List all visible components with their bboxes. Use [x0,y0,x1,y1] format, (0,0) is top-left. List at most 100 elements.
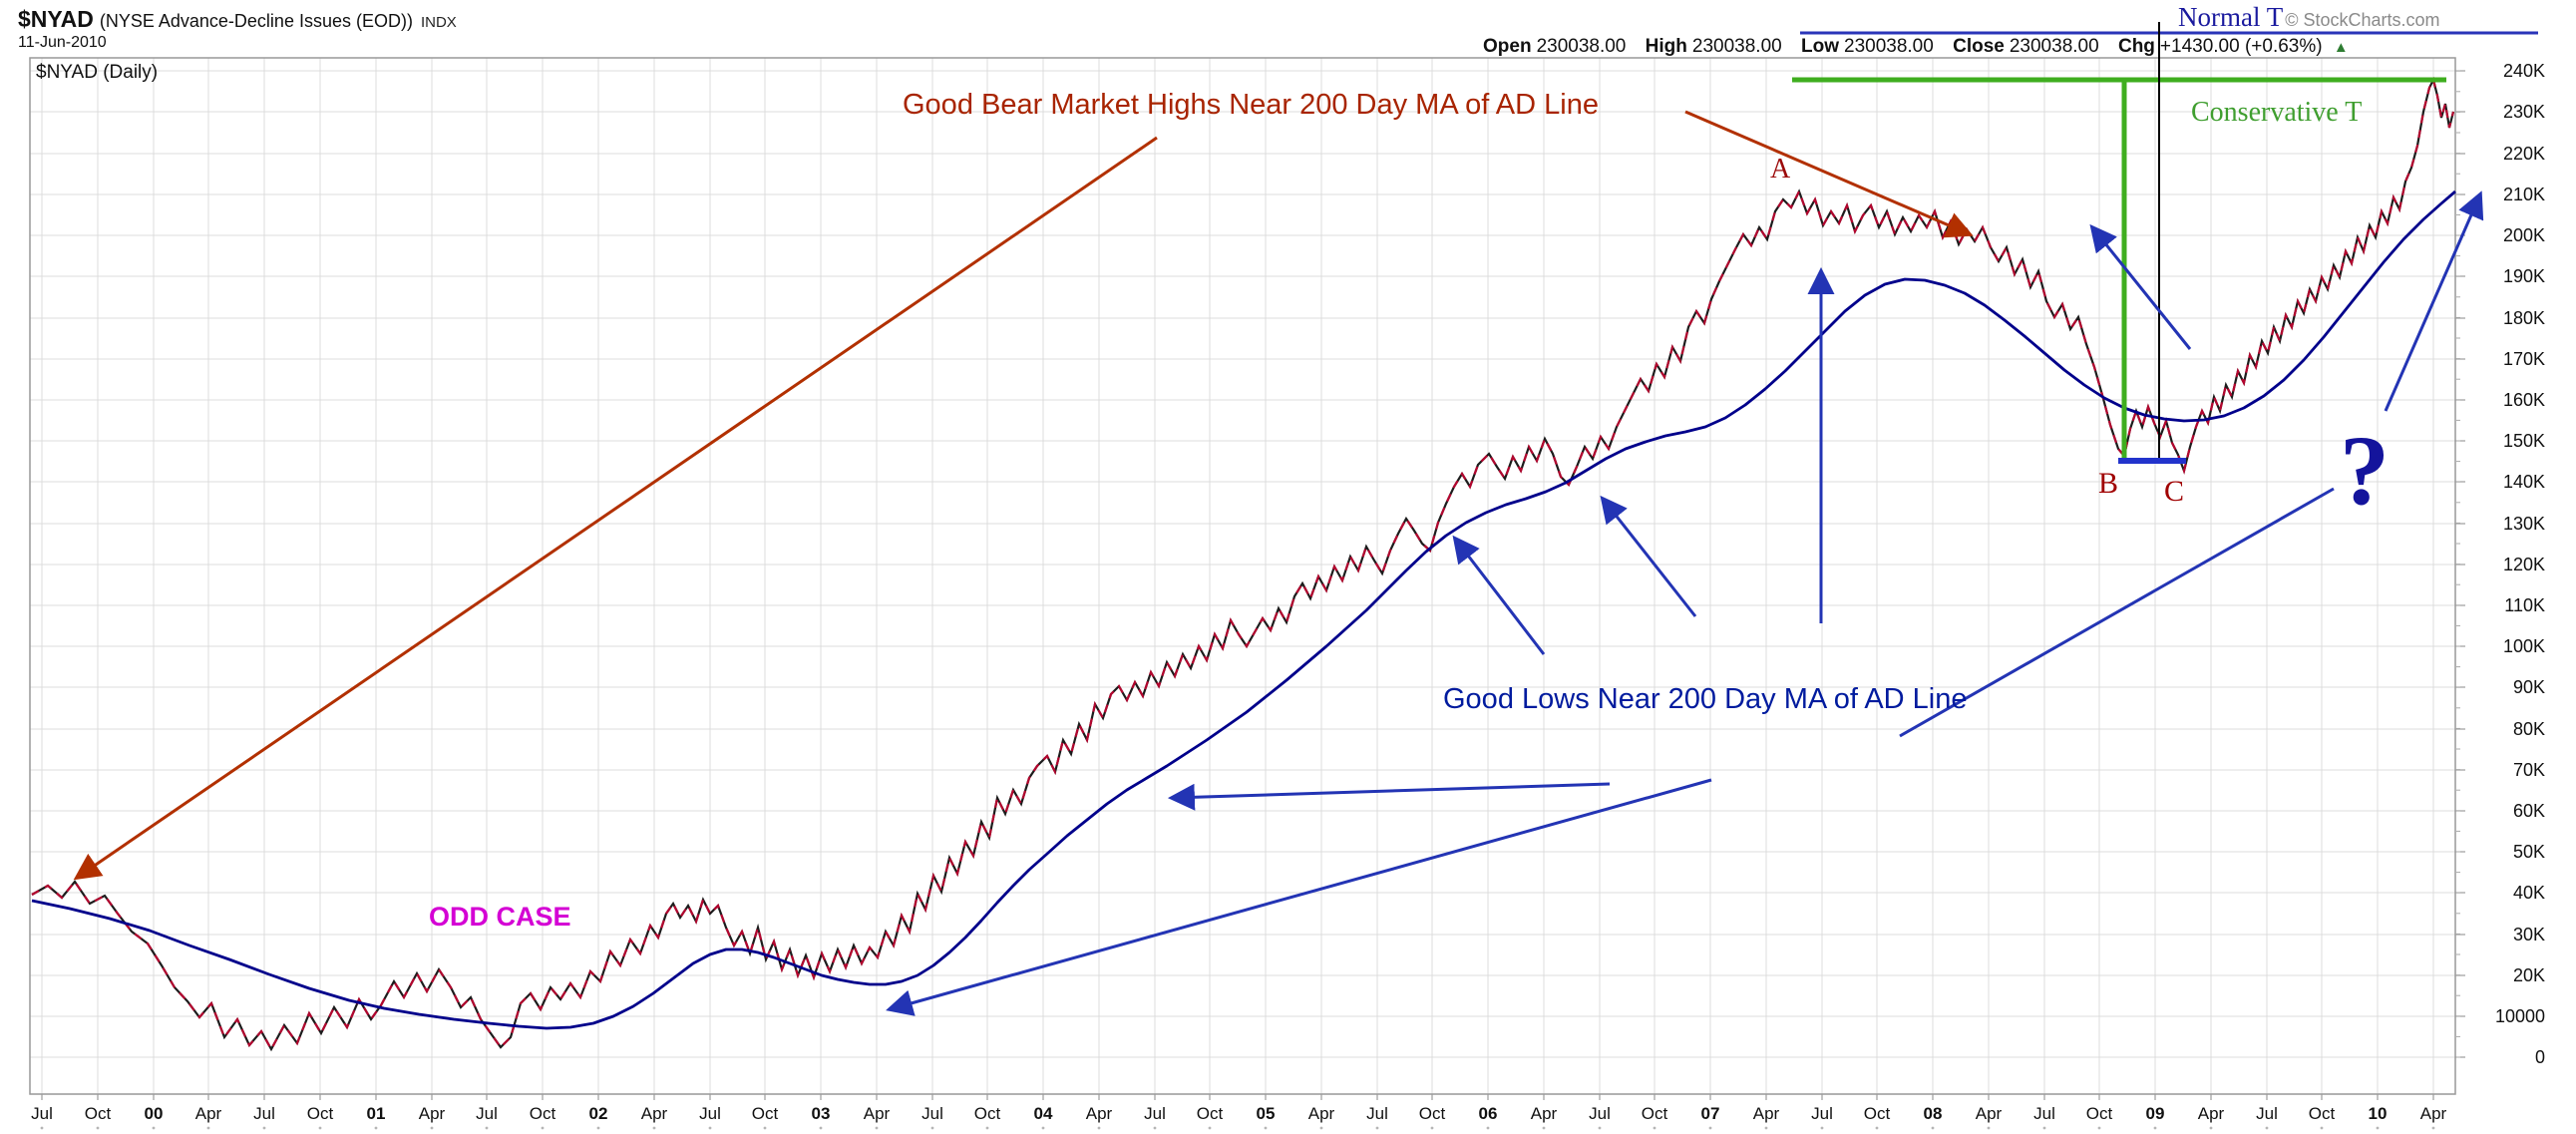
x-axis-label: Apr [641,1104,668,1123]
grid-layer: Jul Oct 00 Apr Jul Oct 01 Apr Jul Oct 02 Apr Jul Oct 0… [29,57,2545,1130]
x-axis-label: Apr [1753,1104,1780,1123]
close-label: Close [1953,36,2005,57]
y-axis-label: 40K [2513,883,2545,903]
x-axis-label: Oct [1642,1104,1668,1123]
close-value: 230038.00 [2009,36,2099,57]
x-axis-label: Jul [699,1104,721,1123]
chart-legend: $NYAD (Daily) [36,62,159,83]
chart-date: 11-Jun-2010 [18,34,107,51]
x-axis-label: Jul [1811,1104,1833,1123]
x-axis-minor-dot [2097,1126,2101,1130]
x-axis-label: Apr [1308,1104,1335,1123]
x-axis-minor-dot [1653,1126,1656,1130]
x-axis-label: 05 [1257,1104,1276,1123]
x-axis-minor-dot [485,1126,489,1130]
x-axis-label: Oct [1419,1104,1446,1123]
x-axis-label: Jul [1144,1104,1166,1123]
ohlc-quote-row: Open 230038.00 High 230038.00 Low 230038.00… [1483,36,2349,58]
x-axis-minor-dot [40,1126,44,1130]
x-axis-label: Jul [476,1104,498,1123]
x-axis-minor-dot [2209,1126,2213,1130]
plot-border [29,57,2456,1095]
high-label: High [1645,36,1687,57]
x-axis-minor-dot [96,1126,100,1130]
y-axis-label: 240K [2503,61,2545,81]
y-axis-label: 60K [2513,801,2545,821]
x-axis-minor-dot [985,1126,989,1130]
x-axis-minor-dot [206,1126,210,1130]
change-value: +1430.00 (+0.63%) [2159,36,2323,57]
question-to-210k-arrow [2384,190,2484,412]
x-axis-label: 10 [2369,1104,2388,1123]
x-axis-minor-dot [2376,1126,2380,1130]
x-axis-label: Oct [752,1104,779,1123]
x-axis-minor-dot [262,1126,266,1130]
high-value: 230038.00 [1691,36,1782,57]
bear-highs-label: Good Bear Market Highs Near 200 Day MA o… [903,89,1599,121]
y-axis-label: 70K [2513,760,2545,780]
y-axis-label: 160K [2503,390,2545,410]
x-axis-label: 08 [1924,1104,1943,1123]
annotation-arrows-layer [73,110,2484,1016]
bear-high-arrow-2008 [1684,110,1974,238]
header-title-block: $NYAD (NYSE Advance-Decline Issues (EOD))… [18,6,457,33]
question-pointer-line [1899,487,2335,738]
x-axis-minor-dot [1430,1126,1434,1130]
good-low-arrow-2006a [1452,535,1546,655]
x-axis-label: 04 [1034,1104,1053,1123]
good-low-arrow-2003 [886,778,1712,1016]
question-mark: ? [2340,415,2390,526]
x-axis-label: Apr [195,1104,222,1123]
y-axis-label: 90K [2513,677,2545,697]
y-axis-label: 0 [2535,1047,2545,1067]
x-axis-minor-dot [1987,1126,1991,1130]
x-axis-minor-dot [1931,1126,1935,1130]
y-axis-label: 210K [2503,185,2545,204]
x-axis-label: Oct [2309,1104,2336,1123]
x-axis-minor-dot [1153,1126,1157,1130]
x-axis-minor-dot [763,1126,767,1130]
x-axis-minor-dot [596,1126,600,1130]
x-axis-label: Jul [1589,1104,1611,1123]
y-axis-label: 150K [2503,431,2545,451]
x-axis-label: Oct [2086,1104,2113,1123]
open-value: 230038.00 [1536,36,1627,57]
change-label: Chg [2117,36,2155,57]
x-axis-label: Jul [31,1104,53,1123]
x-axis-minor-dot [819,1126,823,1130]
y-axis-label: 10000 [2495,1006,2545,1026]
y-axis-label: 100K [2503,636,2545,656]
x-axis-label: 00 [145,1104,164,1123]
annotation-text-layer: Good Bear Market Highs Near 200 Day MA o… [429,89,2390,932]
x-axis-minor-dot [652,1126,656,1130]
x-axis-minor-dot [1264,1126,1268,1130]
y-axis-label: 80K [2513,719,2545,739]
stockcharts-watermark: © StockCharts.com [2285,10,2440,30]
x-axis-label: Oct [307,1104,334,1123]
x-axis-label: 06 [1479,1104,1498,1123]
y-axis-label: 140K [2503,472,2545,492]
x-axis-label: 02 [589,1104,608,1123]
x-axis-label: Jul [1366,1104,1388,1123]
open-label: Open [1483,36,1532,57]
x-axis-label: Apr [864,1104,891,1123]
conservative-t-label: Conservative T [2191,97,2362,128]
odd-case-label: ODD CASE [429,902,571,932]
normal-t-label: Normal T [2178,2,2284,32]
x-axis-minor-dot [930,1126,934,1130]
x-axis-minor-dot [2320,1126,2324,1130]
series-layer [31,76,2456,1052]
y-axis-label: 190K [2503,266,2545,286]
point-c-label: C [2164,475,2184,508]
x-axis-label: Oct [85,1104,112,1123]
low-value: 230038.00 [1844,36,1934,57]
y-axis-label: 130K [2503,514,2545,534]
price-line-red-overlay [31,76,2455,1052]
x-axis-minor-dot [1097,1126,1101,1130]
x-axis-label: Oct [530,1104,556,1123]
x-axis-minor-dot [430,1126,434,1130]
x-axis-minor-dot [708,1126,712,1130]
x-axis-minor-dot [2265,1126,2269,1130]
x-axis-label: Jul [921,1104,943,1123]
